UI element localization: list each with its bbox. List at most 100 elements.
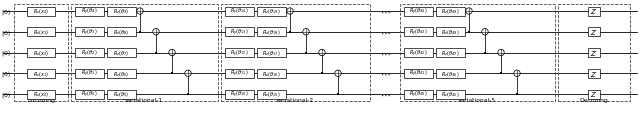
Bar [500,73,502,75]
Bar [257,90,286,99]
Bar [257,69,286,78]
Bar [588,69,600,78]
Bar [400,5,555,101]
Bar [558,5,630,101]
Bar [107,49,136,57]
Bar [468,31,470,33]
Text: $R_y(\theta_{0})$: $R_y(\theta_{0})$ [81,89,98,99]
Text: $\cdots$: $\cdots$ [380,7,390,17]
Bar [171,73,173,75]
Circle shape [137,9,143,15]
Bar [225,90,254,99]
Text: $R_y(\theta_{41})$: $R_y(\theta_{41})$ [409,69,428,79]
Bar [107,90,136,99]
Text: $R_y(\theta_{40})$: $R_y(\theta_{40})$ [409,89,428,99]
Circle shape [319,50,325,56]
Bar [588,90,600,99]
Text: Decoding: Decoding [580,98,609,103]
Bar [588,49,600,57]
Bar [27,28,55,37]
Bar [225,69,254,78]
Bar [225,28,254,37]
Text: $Z$: $Z$ [591,90,598,99]
Text: $R_x(x_{0})$: $R_x(x_{0})$ [33,90,49,99]
Text: $R_y(\theta_{2})$: $R_y(\theta_{2})$ [81,48,98,58]
Bar [225,49,254,57]
Text: $R_y(\theta_{14})$: $R_y(\theta_{14})$ [230,7,249,17]
Circle shape [482,29,488,36]
Text: $R_z(\theta_{17})$: $R_z(\theta_{17})$ [262,49,281,57]
Bar [404,7,433,16]
Circle shape [287,9,293,15]
Text: Variational-2: Variational-2 [276,98,315,103]
Circle shape [185,70,191,77]
Text: $R_y(\theta_{3})$: $R_y(\theta_{3})$ [81,27,98,38]
Text: Variational-1: Variational-1 [125,98,164,103]
Text: $Z$: $Z$ [591,69,598,78]
Text: $R_z(\theta_{47})$: $R_z(\theta_{47})$ [441,49,460,57]
Bar [436,49,465,57]
Bar [337,93,339,95]
Text: $\cdots$: $\cdots$ [380,27,390,37]
Circle shape [303,29,309,36]
Bar [75,49,104,57]
Bar [484,52,486,54]
Bar [289,31,291,33]
Bar [27,69,55,78]
Text: $R_z(\theta_{8})$: $R_z(\theta_{8})$ [113,28,130,37]
Bar [588,28,600,37]
Bar [107,28,136,37]
Text: $R_z(\theta_{5})$: $R_z(\theta_{5})$ [113,90,130,99]
Text: $|0\rangle$: $|0\rangle$ [1,27,11,37]
Bar [14,5,68,101]
Circle shape [153,29,159,36]
Bar [588,7,600,16]
Bar [27,90,55,99]
Text: $R_x(x_{4})$: $R_x(x_{4})$ [33,7,49,16]
Bar [305,52,307,54]
Text: $R_z(\theta_{49})$: $R_z(\theta_{49})$ [441,7,460,16]
Text: $R_z(\theta_{48})$: $R_z(\theta_{48})$ [441,28,460,37]
Bar [187,93,189,95]
Text: $R_x(x_{1})$: $R_x(x_{1})$ [33,69,49,78]
Bar [257,7,286,16]
Bar [436,28,465,37]
Text: $R_y(\theta_{10})$: $R_y(\theta_{10})$ [230,89,249,99]
Text: $R_y(\theta_{4})$: $R_y(\theta_{4})$ [81,7,98,17]
Circle shape [335,70,341,77]
Text: $Z$: $Z$ [591,28,598,37]
Circle shape [466,9,472,15]
Bar [221,5,370,101]
Text: $R_z(\theta_{6})$: $R_z(\theta_{6})$ [113,69,130,78]
Text: $R_y(\theta_{43})$: $R_y(\theta_{43})$ [409,27,428,38]
Text: $|0\rangle$: $|0\rangle$ [1,48,11,58]
Text: $R_z(\theta_{46})$: $R_z(\theta_{46})$ [441,69,460,78]
Text: $R_z(\theta_{7})$: $R_z(\theta_{7})$ [113,49,130,57]
Text: $R_x(x_{3})$: $R_x(x_{3})$ [33,28,49,37]
Text: $\cdots$: $\cdots$ [380,69,390,79]
Circle shape [169,50,175,56]
Text: $R_y(\theta_{11})$: $R_y(\theta_{11})$ [230,69,249,79]
Bar [404,90,433,99]
Text: $|0\rangle$: $|0\rangle$ [1,69,11,79]
Circle shape [498,50,504,56]
Bar [321,73,323,75]
Bar [75,69,104,78]
Bar [225,7,254,16]
Bar [516,93,518,95]
Text: $R_z(\theta_{16})$: $R_z(\theta_{16})$ [262,69,281,78]
Bar [436,90,465,99]
Bar [75,90,104,99]
Bar [155,52,157,54]
Bar [139,31,141,33]
Bar [75,7,104,16]
Text: $\cdots$: $\cdots$ [380,48,390,58]
Text: $R_y(\theta_{13})$: $R_y(\theta_{13})$ [230,27,249,38]
Text: $|0\rangle$: $|0\rangle$ [1,89,11,99]
Bar [27,49,55,57]
Bar [107,69,136,78]
Text: $R_z(\theta_{15})$: $R_z(\theta_{15})$ [262,90,281,99]
Text: Variational-5: Variational-5 [458,98,497,103]
Bar [71,5,218,101]
Bar [404,28,433,37]
